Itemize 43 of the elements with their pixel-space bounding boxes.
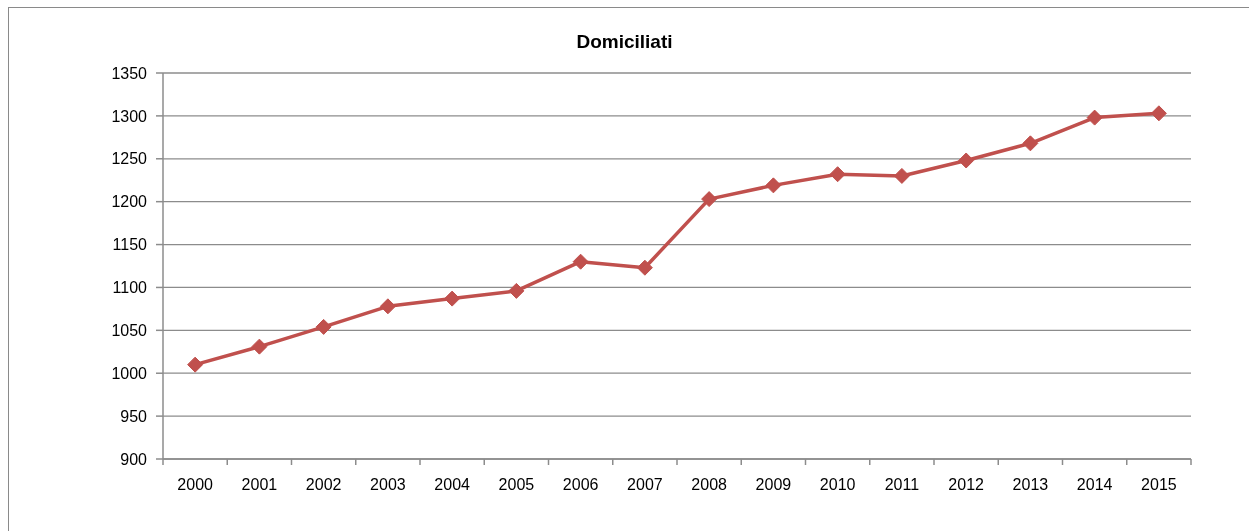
point [701, 191, 718, 208]
point [187, 356, 204, 373]
x-tick-label: 2005 [498, 476, 535, 494]
x-tick-label: 2011 [884, 476, 920, 494]
point [315, 318, 332, 335]
y-tick-label: 1050 [111, 322, 148, 340]
point [508, 282, 525, 299]
x-tick-label: 2009 [755, 476, 792, 494]
x-tick-label: 2015 [1141, 476, 1177, 494]
x-tick-label: 2006 [562, 476, 599, 494]
x-tick-label: 2010 [819, 476, 856, 494]
point [1150, 105, 1167, 122]
x-tick-label: 2004 [434, 476, 471, 494]
y-tick-label: 1350 [111, 64, 148, 82]
point [379, 298, 396, 315]
point [251, 338, 268, 355]
y-tick-label: 1000 [111, 364, 148, 382]
x-tick-label: 2000 [177, 476, 214, 494]
point [572, 253, 589, 270]
x-tick-label: 2013 [1012, 476, 1049, 494]
y-tick-label: 1100 [112, 279, 148, 297]
chart-title: Domiciliati [575, 31, 674, 53]
x-tick-label: 2001 [241, 476, 278, 494]
point [829, 166, 846, 183]
y-tick-label: 900 [120, 450, 148, 468]
y-tick-label: 1150 [112, 236, 148, 254]
y-tick-label: 1200 [111, 193, 148, 211]
x-tick-label: 2002 [305, 476, 342, 494]
x-tick-label: 2008 [691, 476, 728, 494]
point [893, 167, 910, 184]
point [765, 177, 782, 194]
x-tick-label: 2007 [627, 476, 663, 494]
point [1022, 135, 1039, 152]
y-tick-label: 1300 [111, 107, 148, 125]
x-tick-label: 2003 [370, 476, 406, 494]
x-tick-label: 2014 [1076, 476, 1113, 494]
point [1086, 109, 1103, 126]
point [636, 259, 653, 276]
point [958, 152, 975, 169]
y-tick-label: 950 [120, 407, 148, 425]
y-tick-label: 1250 [111, 150, 148, 168]
x-tick-label: 2012 [948, 476, 985, 494]
point [444, 290, 461, 307]
